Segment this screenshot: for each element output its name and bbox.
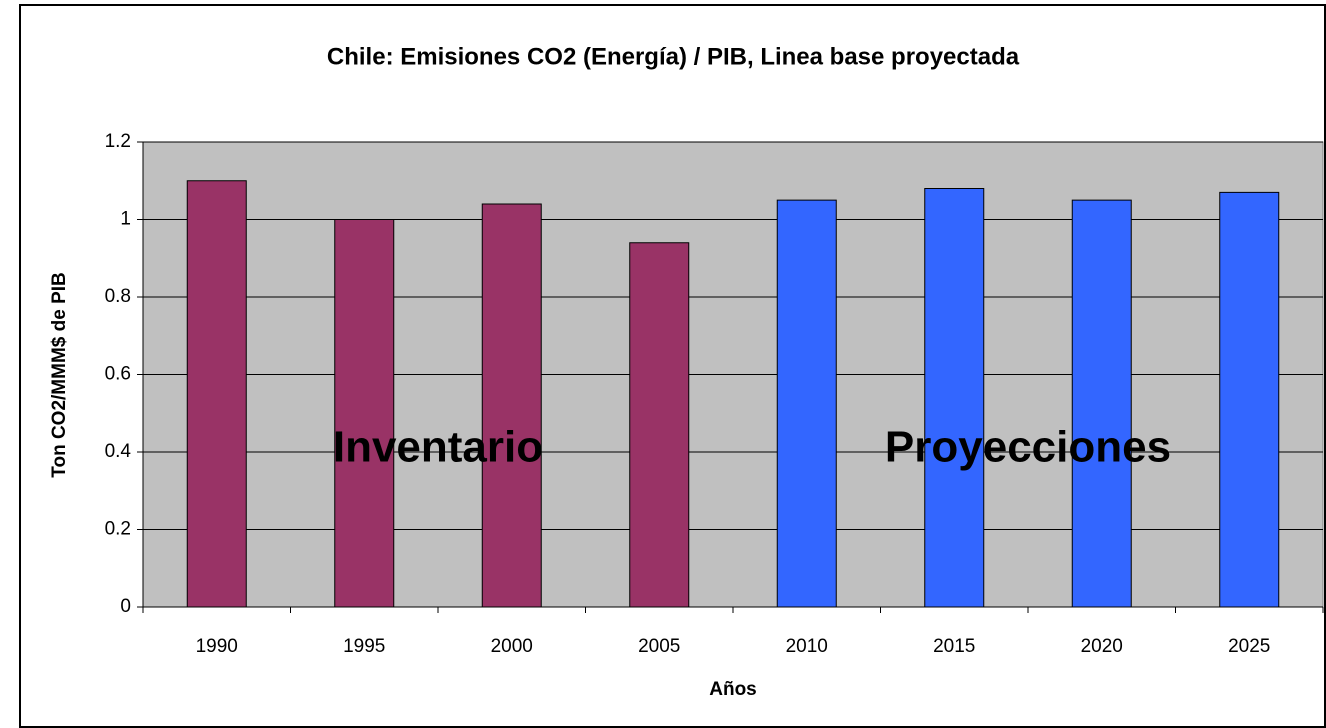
bar: [924, 188, 985, 608]
annotation: Inventario: [333, 423, 543, 472]
x-tick-label: 1990: [196, 636, 238, 657]
x-tick-label: 2000: [491, 636, 533, 657]
y-tick-label: 0.8: [105, 286, 131, 307]
x-tick-label: 1995: [343, 636, 385, 657]
bar: [481, 203, 542, 608]
y-tick-label: 0: [120, 596, 131, 617]
bar: [629, 242, 690, 608]
y-axis-label: Ton CO2/MMM$ de PIB: [49, 272, 70, 477]
x-tick-label: 2010: [786, 636, 828, 657]
bar: [1219, 191, 1280, 608]
x-tick-label: 2020: [1081, 636, 1123, 657]
x-tick-label: 2025: [1228, 636, 1270, 657]
x-tick-label: 2015: [933, 636, 975, 657]
bar: [334, 219, 395, 608]
annotation: Proyecciones: [885, 423, 1171, 472]
chart-title: Chile: Emisiones CO2 (Energía) / PIB, Li…: [327, 43, 1020, 70]
bar: [776, 199, 837, 608]
bar: [186, 180, 247, 608]
y-tick-label: 0.2: [105, 519, 131, 540]
x-axis-label: Años: [709, 679, 757, 700]
y-tick-label: 0.4: [105, 441, 132, 462]
bar: [1071, 199, 1132, 608]
y-tick-label: 0.6: [105, 364, 131, 385]
y-tick-label: 1.2: [105, 131, 131, 152]
y-tick-label: 1: [120, 209, 131, 230]
x-tick-label: 2005: [638, 636, 680, 657]
